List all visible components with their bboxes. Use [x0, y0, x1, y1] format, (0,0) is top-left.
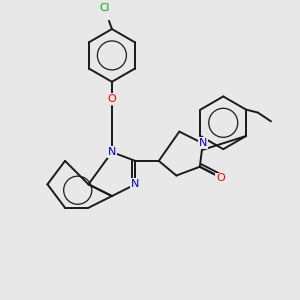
Text: N: N: [108, 147, 116, 157]
Text: N: N: [199, 138, 207, 148]
Text: N: N: [131, 179, 140, 189]
Text: O: O: [216, 173, 225, 184]
Text: O: O: [107, 94, 116, 104]
Text: N: N: [199, 138, 207, 148]
Text: Cl: Cl: [99, 3, 110, 13]
